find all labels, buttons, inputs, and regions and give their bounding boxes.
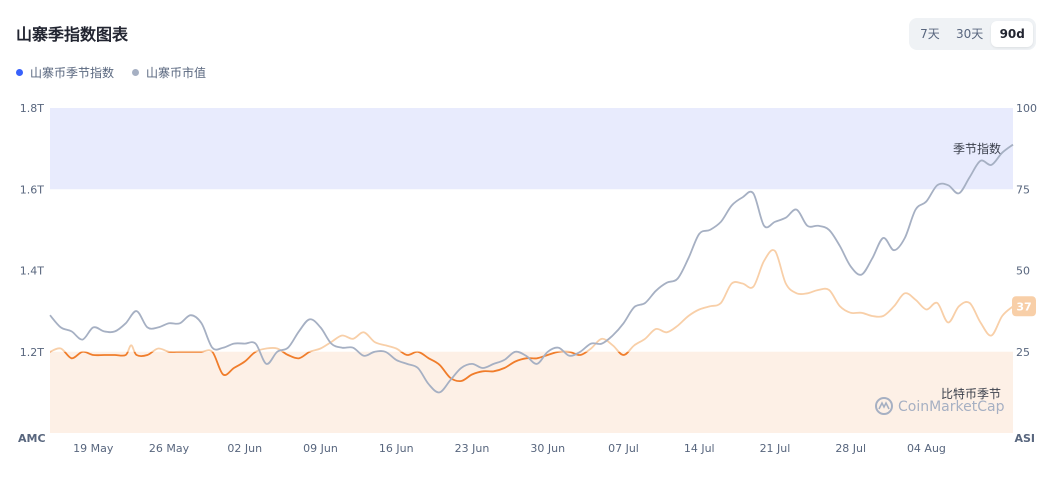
latest-index-badge: 37 [1012,296,1036,317]
altcoin-season-band [50,108,1013,190]
x-axis-tick-label: 07 Jul [608,442,639,455]
range-30d-button[interactable]: 30天 [956,27,984,41]
x-axis-tick-label: 16 Jun [379,442,414,455]
watermark-text: CoinMarketCap [898,399,1005,415]
x-axis-tick-label: 30 Jun [530,442,565,455]
x-axis-tick-label: 04 Aug [907,442,946,455]
range-7d-button[interactable]: 7天 [920,27,940,41]
coinmarketcap-logo-icon [875,397,893,415]
legend-item-altcoin-market-cap[interactable]: 山寨币市值 [132,64,206,81]
left-axis-tick-label: 1.8T [20,102,44,115]
x-axis-tick-label: 09 Jun [303,442,338,455]
x-axis-tick-label: 14 Jul [684,442,715,455]
altcoin-season-index-line-upper [50,249,1013,352]
coinmarketcap-logo-mark-icon [878,401,890,410]
right-axis-tick-label: 100 [1016,102,1037,115]
x-axis-tick-label: 19 May [73,442,114,455]
legend-item-altcoin-season-index[interactable]: 山寨币季节指数 [16,64,114,81]
right-axis-tick-label: 25 [1016,346,1030,359]
latest-index-value: 37 [1016,300,1031,313]
time-range-toggle: 7天 30天 90d [909,18,1036,50]
left-axis-tick-label: 1.6T [20,183,44,196]
altcoin-season-index-line [50,351,630,383]
x-axis-tick-label: 21 Jul [760,442,791,455]
bitcoin-season-band [50,351,1013,433]
page-title: 山寨季指数图表 [16,25,129,44]
x-axis-tick-label: 02 Jun [227,442,262,455]
right-axis-label: ASI [1014,432,1035,445]
altcoin-market-cap-line [49,143,1014,394]
bitcoin-season-band-label: 比特币季节 [941,386,1001,401]
left-axis-label: AMC [18,432,46,445]
x-axis-tick-label: 28 Jul [835,442,866,455]
legend-label: 山寨币季节指数 [30,66,115,80]
right-axis-tick-label: 50 [1016,265,1030,278]
coinmarketcap-watermark: CoinMarketCap [875,397,1005,415]
range-90d-button[interactable]: 90d [991,21,1034,47]
legend-label: 山寨币市值 [146,66,207,80]
chart-legend: 山寨币季节指数 山寨币市值 [16,64,206,81]
altcoin-season-band-label: 季节指数 [953,141,1001,156]
legend-dot-icon [132,69,140,76]
latest-index-badge-bg [1012,296,1036,317]
left-axis-tick-label: 1.4T [20,265,44,278]
right-axis-tick-label: 75 [1016,183,1030,196]
x-axis-tick-label: 23 Jun [455,442,490,455]
x-axis-tick-label: 26 May [149,442,190,455]
legend-dot-icon [16,69,23,76]
left-axis-tick-label: 1.2T [20,346,44,359]
